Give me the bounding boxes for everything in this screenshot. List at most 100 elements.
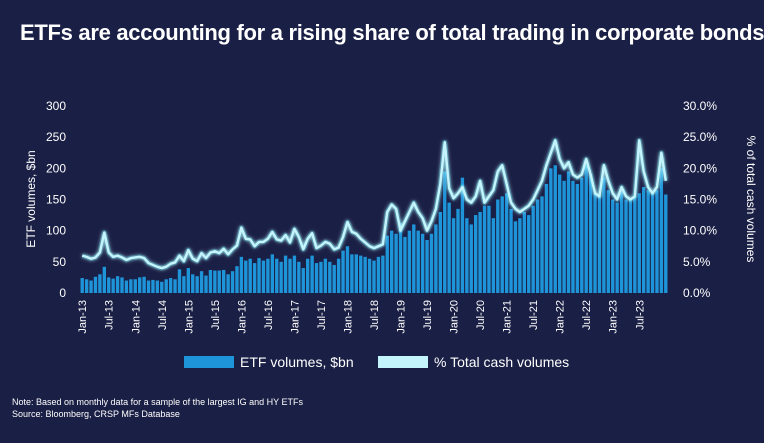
bar bbox=[642, 187, 646, 293]
bar bbox=[482, 205, 487, 293]
bar bbox=[646, 190, 650, 293]
y-tick-label: 0 bbox=[59, 286, 66, 300]
y-tick-label: 50 bbox=[53, 255, 67, 269]
x-tick-label: Jan-17 bbox=[289, 300, 301, 334]
x-tick-label: Jan-21 bbox=[502, 300, 514, 334]
bar bbox=[398, 223, 403, 293]
bar bbox=[429, 233, 434, 293]
bar bbox=[138, 277, 142, 293]
bar bbox=[89, 280, 93, 293]
bar bbox=[637, 193, 641, 293]
bar bbox=[438, 211, 442, 293]
legend: ETF volumes, $bn % Total cash volumes bbox=[184, 354, 569, 370]
bar bbox=[248, 258, 252, 293]
bar bbox=[615, 202, 619, 293]
y-tick-label: 100 bbox=[46, 224, 66, 238]
bar bbox=[535, 199, 540, 293]
bar bbox=[416, 230, 420, 293]
bar bbox=[407, 230, 412, 293]
line-series bbox=[81, 137, 669, 271]
bar bbox=[553, 165, 557, 293]
bar bbox=[624, 199, 628, 293]
right-axis: 0.0% 5.0% 10.0% 15.0% 20.0% 25.0% 30.0% bbox=[683, 99, 717, 300]
bar bbox=[611, 199, 615, 293]
bar bbox=[650, 193, 655, 293]
bar bbox=[350, 254, 354, 293]
legend-label-line: % Total cash volumes bbox=[434, 354, 569, 370]
y2-tick-label: 20.0% bbox=[683, 161, 717, 175]
y-tick-label: 300 bbox=[46, 99, 66, 113]
x-tick-label: Jan-22 bbox=[555, 300, 567, 334]
bar bbox=[513, 221, 518, 293]
bar bbox=[345, 246, 350, 293]
bar bbox=[107, 277, 111, 293]
bar bbox=[496, 199, 500, 293]
bar bbox=[297, 261, 301, 293]
bar bbox=[266, 258, 270, 293]
bar bbox=[575, 183, 580, 293]
bar bbox=[522, 211, 526, 293]
legend-label-bar: ETF volumes, $bn bbox=[240, 354, 354, 370]
bar bbox=[606, 190, 610, 293]
bar bbox=[562, 180, 566, 293]
bar bbox=[580, 177, 584, 293]
bar bbox=[115, 276, 120, 293]
bar bbox=[593, 193, 597, 293]
bar bbox=[222, 269, 226, 293]
left-axis: 0 50 100 150 200 250 300 bbox=[46, 99, 66, 300]
bar bbox=[133, 279, 137, 293]
bar bbox=[500, 196, 504, 293]
bar bbox=[239, 256, 244, 293]
bar bbox=[283, 255, 288, 293]
bar bbox=[664, 194, 668, 293]
bar bbox=[527, 215, 531, 293]
line-path bbox=[81, 139, 667, 270]
bar bbox=[120, 277, 124, 293]
bar bbox=[376, 256, 381, 293]
bar bbox=[129, 279, 133, 293]
bar bbox=[235, 266, 239, 293]
bar bbox=[257, 258, 261, 293]
bar bbox=[509, 208, 513, 293]
bar bbox=[93, 276, 98, 293]
bar bbox=[142, 276, 146, 293]
bar bbox=[124, 280, 129, 293]
bar bbox=[447, 202, 451, 293]
bar bbox=[469, 224, 473, 293]
x-axis: Jan-13 Jul-13 Jan-14 Jul-14 Jan-15 Jul-15 Jan-… bbox=[77, 300, 646, 334]
bar bbox=[487, 205, 491, 293]
legend-swatch-bar bbox=[184, 356, 234, 368]
x-tick-label: Jan-15 bbox=[183, 300, 195, 334]
bar bbox=[390, 230, 394, 293]
bar bbox=[443, 171, 447, 293]
bar bbox=[80, 278, 84, 293]
bar bbox=[306, 258, 310, 293]
bar bbox=[491, 218, 496, 293]
y-tick-label: 150 bbox=[46, 193, 66, 207]
bar bbox=[244, 260, 248, 293]
bar bbox=[549, 168, 553, 293]
bar bbox=[381, 255, 385, 293]
bar bbox=[465, 218, 469, 293]
x-tick-label: Jan-23 bbox=[608, 300, 620, 334]
bar bbox=[359, 255, 363, 293]
chart-title: ETFs are accounting for a rising share o… bbox=[20, 20, 764, 45]
x-tick-label: Jan-13 bbox=[77, 300, 89, 334]
bar bbox=[323, 258, 328, 293]
x-tick-label: Jul-23 bbox=[634, 300, 646, 330]
bar bbox=[394, 233, 398, 293]
bar bbox=[540, 196, 544, 293]
x-tick-label: Jan-20 bbox=[449, 300, 461, 334]
bar bbox=[310, 255, 314, 293]
bar bbox=[168, 278, 173, 293]
y-tick-label: 250 bbox=[46, 130, 66, 144]
bar bbox=[558, 174, 562, 293]
bar bbox=[270, 254, 274, 293]
bar bbox=[319, 261, 323, 293]
y2-tick-label: 5.0% bbox=[683, 255, 711, 269]
bar bbox=[160, 281, 164, 293]
bar bbox=[451, 218, 456, 293]
source-line: Source: Bloomberg, CRSP MFs Database bbox=[12, 409, 180, 419]
bar bbox=[571, 180, 575, 293]
bar bbox=[275, 258, 279, 293]
